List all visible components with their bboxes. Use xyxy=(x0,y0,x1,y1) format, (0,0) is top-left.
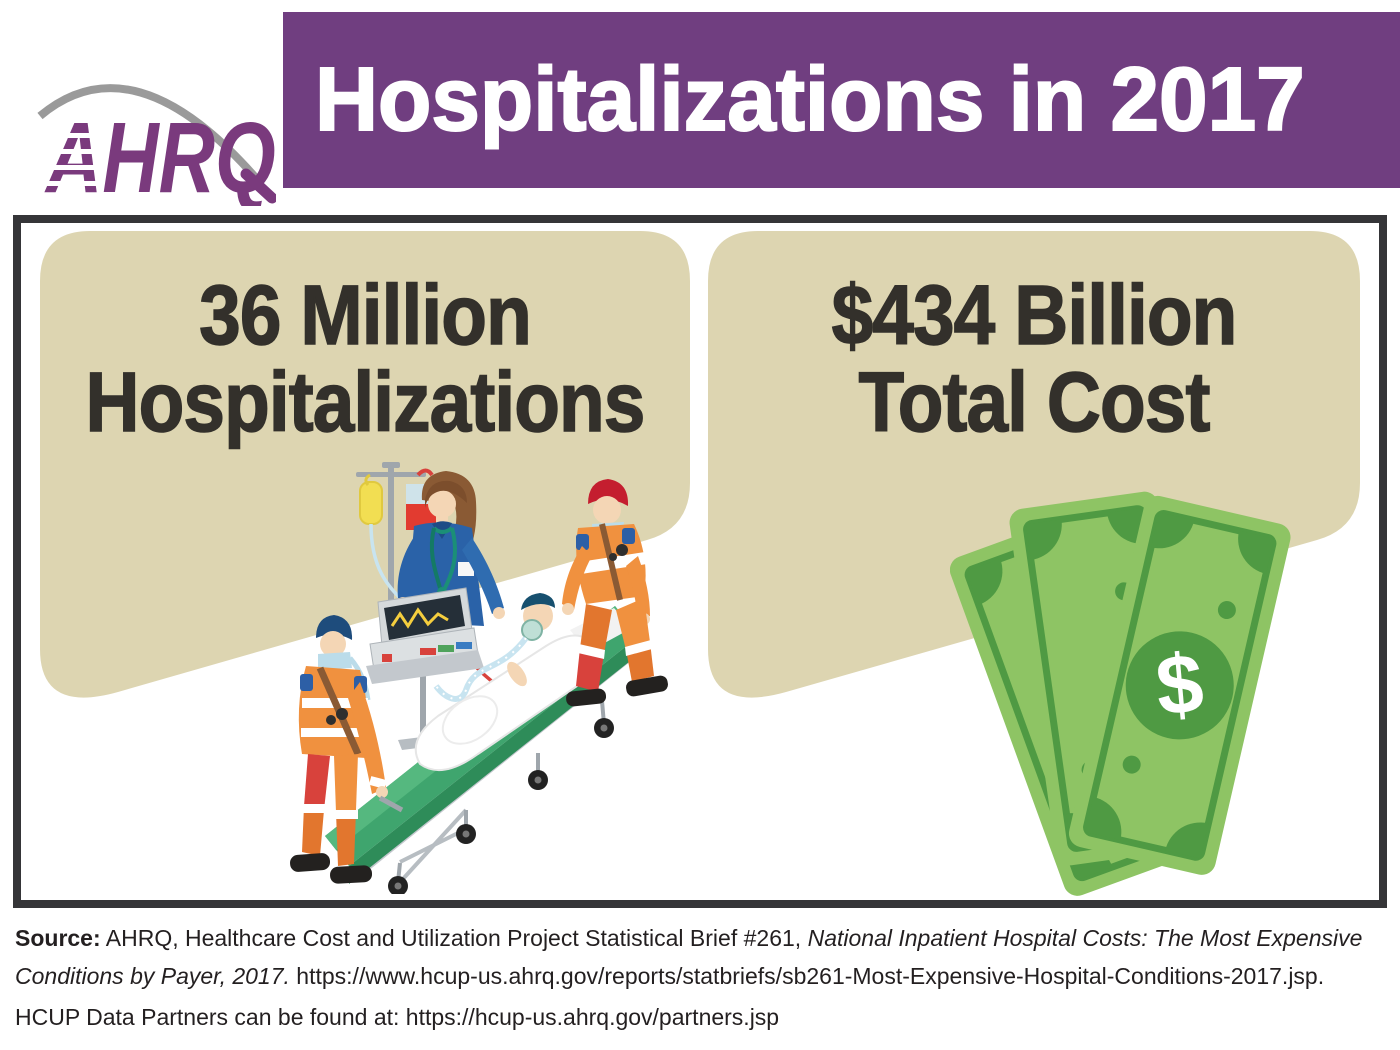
paramedic-right-figure xyxy=(562,479,668,707)
stat-left-line2: Hospitalizations xyxy=(85,355,646,449)
logo-text-group: AHRQ xyxy=(44,103,275,206)
money-illustration: $ xyxy=(950,448,1335,898)
ahrq-logo: AHRQ xyxy=(37,84,276,206)
logo-text: AHRQ xyxy=(44,103,275,206)
title-banner: Hospitalizations in 2017 xyxy=(283,12,1400,188)
stretcher-wheel-icon xyxy=(388,718,614,894)
front-dollar-bill: $ xyxy=(1066,493,1293,878)
paramedics-stretcher-illustration xyxy=(290,462,668,894)
logo-arc-icon xyxy=(37,84,260,181)
panel-shape xyxy=(708,231,1360,698)
source-line-1: Source: AHRQ, Healthcare Cost and Utiliz… xyxy=(15,925,1363,951)
red-cap-icon xyxy=(588,479,629,506)
logo-a-stripes xyxy=(38,133,96,186)
stat-total-cost: $434 Billion Total Cost xyxy=(831,268,1238,449)
patient-figure xyxy=(414,593,597,771)
oxygen-mask-icon xyxy=(521,619,543,641)
source-label: Source: xyxy=(15,925,101,951)
source-citation: Source: AHRQ, Healthcare Cost and Utiliz… xyxy=(15,919,1390,1036)
partners-line: HCUP Data Partners can be found at: http… xyxy=(15,1004,780,1030)
stat-right-line2: Total Cost xyxy=(858,355,1211,449)
stat-hospitalizations: 36 Million Hospitalizations xyxy=(85,268,646,449)
stat-panel-left-bg xyxy=(40,231,690,698)
dollar-sign-icon: $ xyxy=(1152,636,1207,734)
source-line-2: Conditions by Payer, 2017. https://www.h… xyxy=(15,963,1325,989)
stat-panel-right-bg xyxy=(708,231,1360,698)
stat-left-line1: 36 Million xyxy=(198,268,532,362)
logo-q-tail xyxy=(240,168,276,204)
panel-shape xyxy=(40,231,690,698)
stat-right-line1: $434 Billion xyxy=(831,268,1238,362)
paramedic-left-figure xyxy=(290,615,404,884)
page-title: Hospitalizations in 2017 xyxy=(314,49,1306,151)
